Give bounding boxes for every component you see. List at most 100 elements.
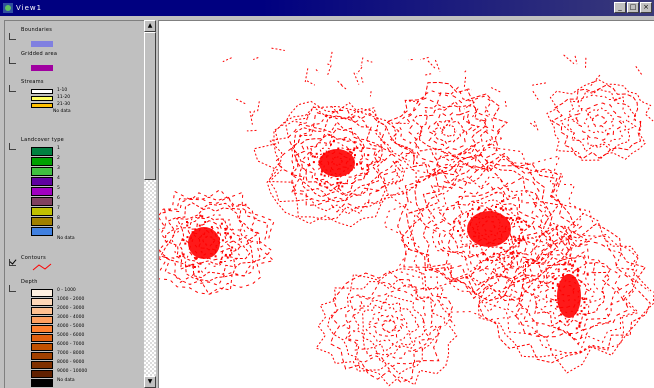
contour-dot [564, 268, 567, 271]
contour-dot [327, 150, 330, 153]
legend-label: 9000 - 10000 [57, 369, 88, 374]
toc-scrollbar[interactable]: ▲ ▼ [144, 20, 156, 388]
contour-dot [336, 182, 339, 185]
legend-label: No data [53, 109, 71, 114]
legend-swatch [31, 167, 53, 176]
contour-segment [327, 63, 332, 66]
legend-swatch [31, 334, 53, 342]
contour-dot [350, 151, 353, 154]
contour-line [253, 105, 417, 228]
contour-dot [320, 173, 323, 176]
contour-dot [478, 206, 480, 209]
layer-name: Depth [21, 279, 38, 285]
contour-segment [614, 97, 622, 102]
contour-segment [329, 51, 333, 63]
contour-line [470, 213, 654, 374]
contour-segment [490, 87, 502, 93]
contour-segment [427, 60, 436, 69]
legend-label: 3 [57, 166, 60, 171]
contour-dot [554, 299, 557, 302]
scroll-down-arrow-icon[interactable]: ▼ [144, 376, 156, 388]
contour-dot [516, 221, 519, 224]
map-canvas[interactable] [158, 20, 654, 388]
contour-dot [186, 236, 189, 239]
contour-dot [551, 282, 554, 285]
legend-label: 21-30 [57, 102, 71, 107]
contour-line [164, 207, 254, 279]
layer-visibility-checkbox[interactable] [9, 285, 16, 292]
contour-dot [315, 152, 318, 155]
contour-segment [590, 74, 601, 87]
contour-line [329, 270, 456, 383]
contour-dot [583, 306, 586, 309]
scroll-thumb[interactable] [144, 32, 156, 180]
contour-dot [557, 328, 560, 331]
contour-dot [336, 178, 339, 180]
contour-line [397, 144, 583, 302]
contour-segment [471, 108, 479, 119]
contour-segment [635, 66, 643, 75]
contour-dot [484, 208, 487, 211]
contour-dot [226, 232, 229, 235]
contour-dot [556, 283, 559, 286]
contour-line [560, 88, 637, 153]
contour-dot [220, 222, 223, 225]
close-button[interactable]: × [640, 2, 652, 13]
contour-dot [520, 239, 523, 242]
contour-line [428, 176, 550, 279]
contour-line [159, 188, 275, 295]
contour-dot [562, 274, 564, 277]
contour-segment [331, 105, 340, 116]
contour-dot [493, 252, 496, 255]
contour-dot [221, 239, 224, 242]
contour-dot [467, 212, 469, 215]
legend-label: 1000 - 2000 [57, 297, 85, 302]
legend-label: 5000 - 6000 [57, 333, 85, 338]
layer-visibility-checkbox[interactable] [9, 143, 16, 150]
contour-dot [337, 184, 340, 187]
layer-visibility-checkbox[interactable] [9, 57, 16, 64]
contour-line [275, 109, 402, 213]
contour-dot [309, 151, 312, 154]
contour-segment [574, 55, 578, 65]
contour-dot [186, 221, 188, 223]
contour-line [291, 121, 383, 198]
table-of-contents: Boundaries Gridded area Streams 1-10 11-… [4, 20, 144, 388]
contour-dot [356, 146, 359, 149]
layer-visibility-checkbox[interactable] [9, 33, 16, 40]
contour-segment [249, 111, 253, 125]
maximize-button[interactable]: □ [627, 2, 639, 13]
contour-dot [226, 256, 229, 259]
legend-label: 7000 - 8000 [57, 351, 85, 356]
contour-line [544, 274, 590, 309]
contour-dot [575, 327, 578, 330]
contour-line [160, 202, 260, 282]
title-bar[interactable]: View1 _ □ × [0, 0, 654, 16]
contour-dot [486, 259, 489, 262]
legend-label: 1-10 [57, 88, 68, 93]
contour-dot [551, 287, 554, 289]
legend-label: 8 [57, 216, 60, 221]
contour-line [415, 164, 560, 287]
contour-dot [521, 228, 524, 231]
legend-swatch [31, 207, 53, 216]
contour-dot [563, 263, 566, 266]
contour-dot [571, 264, 574, 267]
minimize-button[interactable]: _ [614, 2, 626, 13]
contour-dot [512, 235, 515, 238]
contour-segment [315, 69, 320, 73]
contour-line [412, 101, 487, 162]
legend-label: 11-20 [57, 95, 71, 100]
layer-visibility-checkbox[interactable] [9, 85, 16, 92]
layer-visibility-checkbox[interactable] [9, 259, 16, 266]
contour-dot [326, 186, 329, 189]
contour-segment [484, 121, 488, 132]
contour-segment [253, 57, 259, 61]
scroll-up-arrow-icon[interactable]: ▲ [144, 20, 156, 32]
legend-label: 4 [57, 176, 60, 181]
contour-dot [578, 325, 581, 328]
contour-segment [572, 120, 579, 125]
contour-dot [525, 220, 528, 223]
contour-dot [580, 310, 583, 313]
contour-dot [482, 253, 485, 256]
